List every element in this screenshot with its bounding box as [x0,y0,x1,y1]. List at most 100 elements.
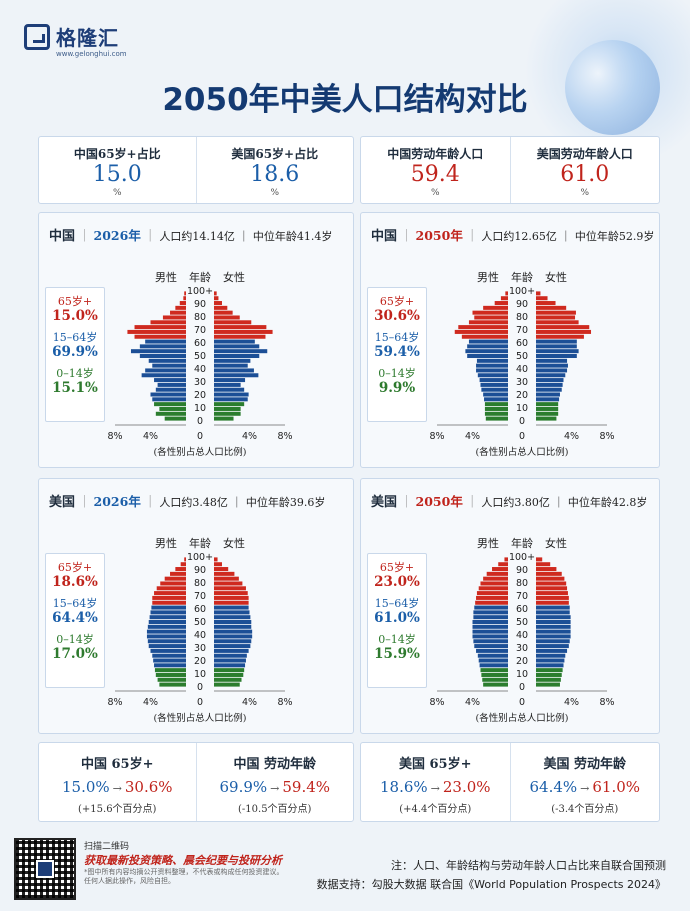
female-bar [536,368,568,373]
comparison-to: 23.0% [442,778,491,796]
male-bar [156,586,186,591]
male-bar [486,571,508,576]
male-bar [481,672,508,677]
age-group: 65岁+ 30.6% [368,295,426,324]
male-bar [148,358,186,363]
age-tick: 10 [194,669,206,680]
age-tick: 20 [194,390,206,401]
female-bar [536,349,579,354]
female-bar [536,320,579,325]
country-label: 中国 [49,229,76,244]
female-bar [536,595,569,600]
x-tick: 8% [107,431,122,442]
female-bar [536,567,557,572]
male-bar [477,373,508,378]
female-bar [536,353,577,359]
country-label: 中国 [371,229,398,244]
brand-name: 格隆汇 [56,26,119,50]
male-bar [480,581,508,586]
x-tick: 0 [197,431,203,442]
comparison-from: 69.9% [219,778,268,796]
female-bar [536,305,567,310]
female-bar [536,557,543,562]
stat-unit: % [270,188,280,198]
brand-site: www.gelonghui.com [56,50,127,58]
male-bar [179,301,186,306]
age-group-label: 0–14岁 [378,367,416,380]
male-bar [154,668,186,673]
female-bar [536,586,568,591]
panel-heading: 中国｜ 2050年｜人口约12.65亿 ｜ 中位年龄52.9岁 [371,225,654,244]
female-bar [214,567,229,572]
male-bar [505,291,508,296]
qr-logo-icon [36,860,54,878]
male-bar [152,363,186,368]
male-bar [477,653,508,658]
brand-logo[interactable]: 格隆汇 [24,22,119,51]
female-bar [214,668,245,673]
comparison-card: 美国 65岁+ 18.6% → 23.0% (+4.4个百分点) [361,743,510,821]
female-bar [214,402,245,407]
country-label: 美国 [49,495,76,510]
age-group-value: 15.0% [52,308,98,324]
female-bar [214,392,249,397]
panel-meta: 人口约3.48亿 ｜ 中位年龄39.6岁 [159,496,326,509]
male-bar [184,557,186,562]
male-bar [476,368,508,373]
male-bar [473,610,508,615]
male-bar [472,624,508,629]
female-header: 女性 [223,536,245,550]
stat-label: 中国劳动年龄人口 [387,147,484,161]
comparison-card: 中国 65岁+ 15.0% → 30.6% (+15.6个百分点) [39,743,196,821]
age-tick: 70 [194,325,206,336]
axis-caption: (各性别占总人口比例) [476,446,569,458]
male-bar [474,644,508,649]
male-bar [478,658,508,663]
male-bar [472,629,508,634]
female-bar [214,325,267,330]
female-header: 女性 [223,270,245,284]
male-bar [484,402,508,407]
female-bar [214,406,241,411]
male-bar [148,619,186,625]
male-bar [492,567,508,572]
note-text: 注：人口、年龄结构与劳动年龄人口占比来自联合国预测 [391,859,666,872]
age-group-value: 17.0% [52,646,98,662]
age-tick: 90 [516,565,528,576]
female-bar [536,591,568,596]
male-bar [500,296,508,301]
female-bar [536,576,565,581]
footer-promo: 扫描二维码 获取最新投资策略、晨会纪要与投研分析 *图中所有内容均摘公开资料整理… [84,840,284,886]
axis-caption: (各性别占总人口比例) [154,712,247,724]
comparison-delta: (-10.5个百分点) [238,804,312,815]
male-bar [162,315,186,320]
female-bar [214,562,222,567]
male-bar [134,334,186,339]
female-bar [214,557,218,562]
age-group-label: 65岁+ [379,561,415,574]
panel-heading: 中国｜ 2026年｜人口约14.14亿 ｜ 中位年龄41.4岁 [49,225,332,244]
age-tick: 40 [194,364,206,375]
age-group-value: 64.4% [52,610,98,626]
age-group-label: 15–64岁 [52,597,98,610]
female-bar [536,658,565,663]
age-tick: 10 [194,403,206,414]
arrow-right-icon: → [580,782,590,795]
female-bar [214,387,245,392]
panel-meta: 人口约14.14亿 ｜ 中位年龄41.4岁 [159,230,333,243]
x-tick: 4% [242,431,257,442]
male-bar [480,668,508,673]
comparison-card: 中国 劳动年龄 69.9% → 59.4% (-10.5个百分点) [195,743,354,821]
male-bar [472,310,508,315]
female-bar [536,378,564,383]
male-bar [160,581,186,586]
age-group: 15–64岁 64.4% [46,597,104,626]
male-bar [151,605,186,610]
x-tick: 0 [519,697,525,708]
female-bar [214,301,222,306]
age-tick: 60 [516,604,528,615]
female-bar [536,600,569,605]
male-bar [147,639,186,644]
comparison-label: 美国 劳动年龄 [543,757,627,772]
x-tick: 4% [564,697,579,708]
